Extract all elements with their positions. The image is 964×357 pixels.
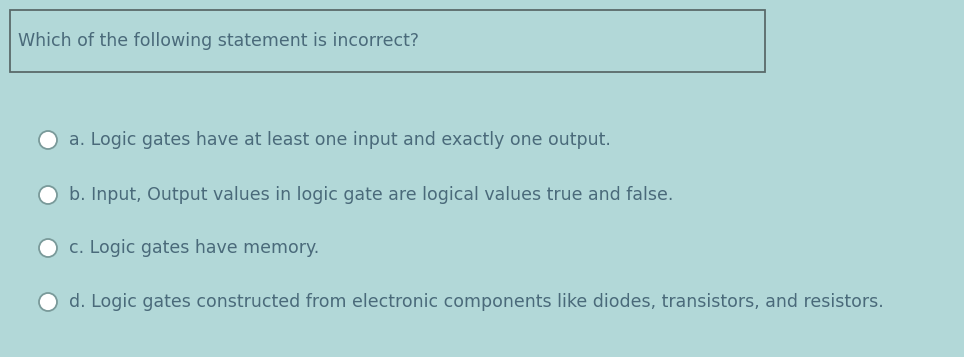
Text: c. Logic gates have memory.: c. Logic gates have memory. [69,239,319,257]
Text: d. Logic gates constructed from electronic components like diodes, transistors, : d. Logic gates constructed from electron… [69,293,884,311]
FancyBboxPatch shape [10,10,765,72]
Ellipse shape [39,186,57,204]
Ellipse shape [39,293,57,311]
Text: b. Input, Output values in logic gate are logical values true and false.: b. Input, Output values in logic gate ar… [69,186,674,204]
Text: a. Logic gates have at least one input and exactly one output.: a. Logic gates have at least one input a… [69,131,611,149]
Ellipse shape [39,131,57,149]
Ellipse shape [39,239,57,257]
Text: Which of the following statement is incorrect?: Which of the following statement is inco… [18,32,419,50]
